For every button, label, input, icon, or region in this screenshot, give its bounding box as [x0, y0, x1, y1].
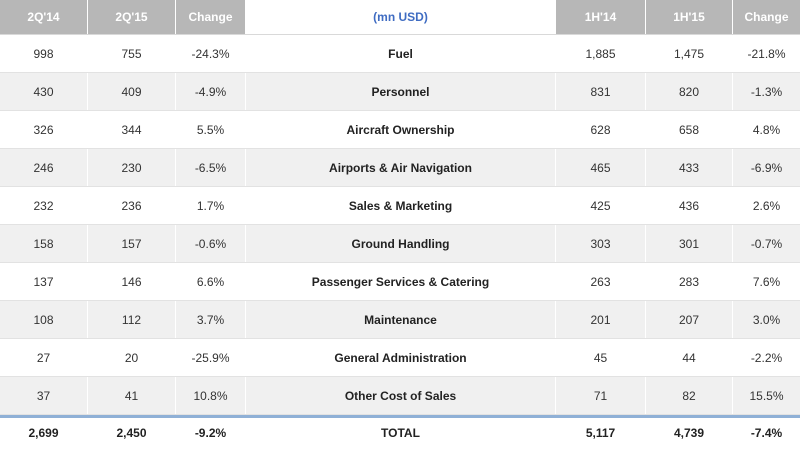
cell-1h14: 465: [556, 149, 646, 186]
cell-2q14: 108: [0, 301, 88, 338]
table-row: 430 409 -4.9% Personnel 831 820 -1.3%: [0, 73, 800, 111]
cell-1h14: 303: [556, 225, 646, 262]
header-change-half: Change: [733, 0, 800, 34]
cell-1h14: 425: [556, 187, 646, 224]
header-change-quarter: Change: [176, 0, 246, 34]
total-2q15: 2,450: [88, 418, 176, 448]
cell-2q15: 409: [88, 73, 176, 110]
cell-2q14: 158: [0, 225, 88, 262]
cell-2q14: 137: [0, 263, 88, 300]
total-label: TOTAL: [246, 418, 556, 448]
table-row: 108 112 3.7% Maintenance 201 207 3.0%: [0, 301, 800, 339]
cell-2q14: 232: [0, 187, 88, 224]
cell-2q14: 998: [0, 35, 88, 72]
cell-2q15: 146: [88, 263, 176, 300]
cell-1h15: 301: [646, 225, 733, 262]
cell-2q15: 20: [88, 339, 176, 376]
cell-1h15: 1,475: [646, 35, 733, 72]
total-change-quarter: -9.2%: [176, 418, 246, 448]
cell-change-quarter: -24.3%: [176, 35, 246, 72]
cell-cost-category: Sales & Marketing: [246, 187, 556, 224]
cell-2q14: 430: [0, 73, 88, 110]
total-row: 2,699 2,450 -9.2% TOTAL 5,117 4,739 -7.4…: [0, 418, 800, 448]
cell-change-quarter: -4.9%: [176, 73, 246, 110]
cell-change-half: 2.6%: [752, 198, 781, 213]
table-row: 37 41 10.8% Other Cost of Sales 71 82 15.5%: [0, 377, 800, 415]
cell-1h15: 658: [646, 111, 733, 148]
cell-change-half: -6.9%: [733, 149, 800, 186]
table-row: 158 157 -0.6% Ground Handling 303 301 -0.7%: [0, 225, 800, 263]
cell-1h14: 71: [556, 377, 646, 414]
cell-change-half: -21.8%: [747, 46, 786, 61]
total-change-half: -7.4%: [733, 418, 800, 448]
cell-1h14: 831: [556, 73, 646, 110]
cell-1h15: 82: [646, 377, 733, 414]
cell-change-half: -2.2%: [750, 350, 783, 365]
cell-change-quarter: -6.5%: [176, 149, 246, 186]
cell-change-quarter: 3.7%: [176, 301, 246, 338]
cell-change-half: 15.5%: [733, 377, 800, 414]
cell-2q15: 41: [88, 377, 176, 414]
cell-change-quarter: 6.6%: [176, 263, 246, 300]
total-2q14: 2,699: [0, 418, 88, 448]
table-header-row: 2Q'14 2Q'15 Change (mn USD) 1H'14 1H'15 …: [0, 0, 800, 34]
table-row: 246 230 -6.5% Airports & Air Navigation 465 4…: [0, 149, 800, 187]
cell-change-half: -1.3%: [733, 73, 800, 110]
cell-2q15: 236: [88, 187, 176, 224]
cell-change-half: 3.0%: [733, 301, 800, 338]
total-1h15: 4,739: [646, 418, 733, 448]
header-1h15: 1H'15: [646, 0, 733, 34]
cell-cost-category: Personnel: [246, 73, 556, 110]
cell-1h14: 628: [556, 111, 646, 148]
cell-2q15: 157: [88, 225, 176, 262]
header-1h14: 1H'14: [556, 0, 646, 34]
cell-cost-category: General Administration: [246, 339, 556, 376]
cell-change-quarter: 1.7%: [176, 187, 246, 224]
cell-1h15: 207: [646, 301, 733, 338]
cell-change-quarter: -25.9%: [176, 339, 246, 376]
cell-cost-category: Other Cost of Sales: [246, 377, 556, 414]
table-row: 137 146 6.6% Passenger Services & Catering 2…: [0, 263, 800, 301]
cell-cost-category: Passenger Services & Catering: [246, 263, 556, 300]
cell-1h14: 201: [556, 301, 646, 338]
cell-2q14: 326: [0, 111, 88, 148]
cell-cost-category: Fuel: [246, 35, 556, 72]
table-row: 27 20 -25.9% General Administration 45 44 -2.2…: [0, 339, 800, 377]
table-row: 232 236 1.7% Sales & Marketing 425 436 2.6%: [0, 187, 800, 225]
cell-2q14: 37: [0, 377, 88, 414]
cell-1h15: 283: [646, 263, 733, 300]
cell-cost-category: Ground Handling: [246, 225, 556, 262]
total-divider: [0, 415, 800, 418]
cell-1h14: 1,885: [556, 35, 646, 72]
cell-1h14: 45: [556, 339, 646, 376]
cell-cost-category: Airports & Air Navigation: [246, 149, 556, 186]
cell-change-half: 7.6%: [752, 274, 781, 289]
cell-change-half: 4.8%: [752, 122, 781, 137]
cell-2q15: 755: [88, 35, 176, 72]
cell-2q15: 344: [88, 111, 176, 148]
cell-1h15: 436: [646, 187, 733, 224]
table-row: 326 344 5.5% Aircraft Ownership 628 658 4.8%: [0, 111, 800, 149]
cell-1h14: 263: [556, 263, 646, 300]
cell-1h15: 433: [646, 149, 733, 186]
table-row: 998 755 -24.3% Fuel 1,885 1,475 -21.8%: [0, 35, 800, 73]
table-body: 998 755 -24.3% Fuel 1,885 1,475 -21.8% 430 409 -4…: [0, 34, 800, 415]
cell-change-quarter: 5.5%: [176, 111, 246, 148]
cell-cost-category: Maintenance: [246, 301, 556, 338]
header-2q15: 2Q'15: [88, 0, 176, 34]
cell-change-half: -0.7%: [733, 225, 800, 262]
cell-change-quarter: 10.8%: [176, 377, 246, 414]
header-2q14: 2Q'14: [0, 0, 88, 34]
cell-2q14: 27: [0, 339, 88, 376]
total-1h14: 5,117: [556, 418, 646, 448]
cell-1h15: 820: [646, 73, 733, 110]
cell-2q14: 246: [0, 149, 88, 186]
cell-2q15: 112: [88, 301, 176, 338]
cell-1h15: 44: [646, 339, 733, 376]
cell-2q15: 230: [88, 149, 176, 186]
cell-cost-category: Aircraft Ownership: [246, 111, 556, 148]
header-unit-label: (mn USD): [246, 0, 556, 34]
cell-change-quarter: -0.6%: [176, 225, 246, 262]
